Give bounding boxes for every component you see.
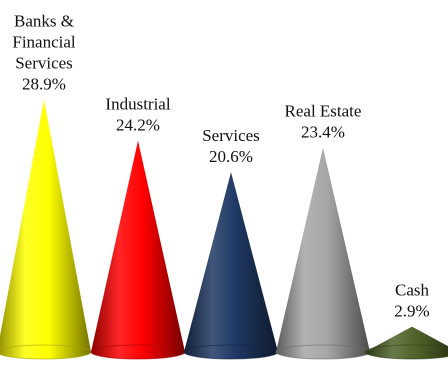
category-label: Banks &: [14, 12, 74, 31]
data-label: 2.9%: [394, 302, 429, 321]
category-label-group: Cash 2.9%: [394, 281, 429, 321]
cone-mark: [276, 147, 370, 359]
category-label: Real Estate: [285, 102, 362, 121]
category-label: Services: [202, 126, 260, 145]
cone-mark: [91, 140, 185, 359]
data-label: 23.4%: [301, 123, 345, 142]
data-label: 28.9%: [22, 75, 66, 94]
cone-2: [183, 172, 279, 360]
category-label-group: Industrial 24.2%: [105, 95, 170, 135]
category-label-group: Banks & Financial Services 28.9%: [12, 12, 76, 94]
category-label: Financial: [12, 33, 76, 52]
cone-0: [0, 99, 92, 360]
cone-mark: [365, 326, 448, 359]
data-label: 20.6%: [209, 147, 253, 166]
cone-3: [275, 147, 371, 360]
category-label: Cash: [395, 281, 430, 300]
cone-base: [364, 344, 448, 360]
cone-mark: [0, 99, 91, 359]
category-label: Services: [15, 54, 73, 73]
cone-mark: [184, 172, 278, 359]
category-label-group: Services 20.6%: [202, 126, 260, 166]
data-label: 24.2%: [116, 116, 160, 135]
category-labels: Banks & Financial Services 28.9% Industrial 2…: [12, 12, 429, 321]
category-label-group: Real Estate 23.4%: [285, 102, 362, 142]
cone-4: [364, 326, 448, 360]
cone-1: [90, 140, 186, 360]
cone-series: [0, 99, 448, 360]
category-label: Industrial: [105, 95, 170, 114]
